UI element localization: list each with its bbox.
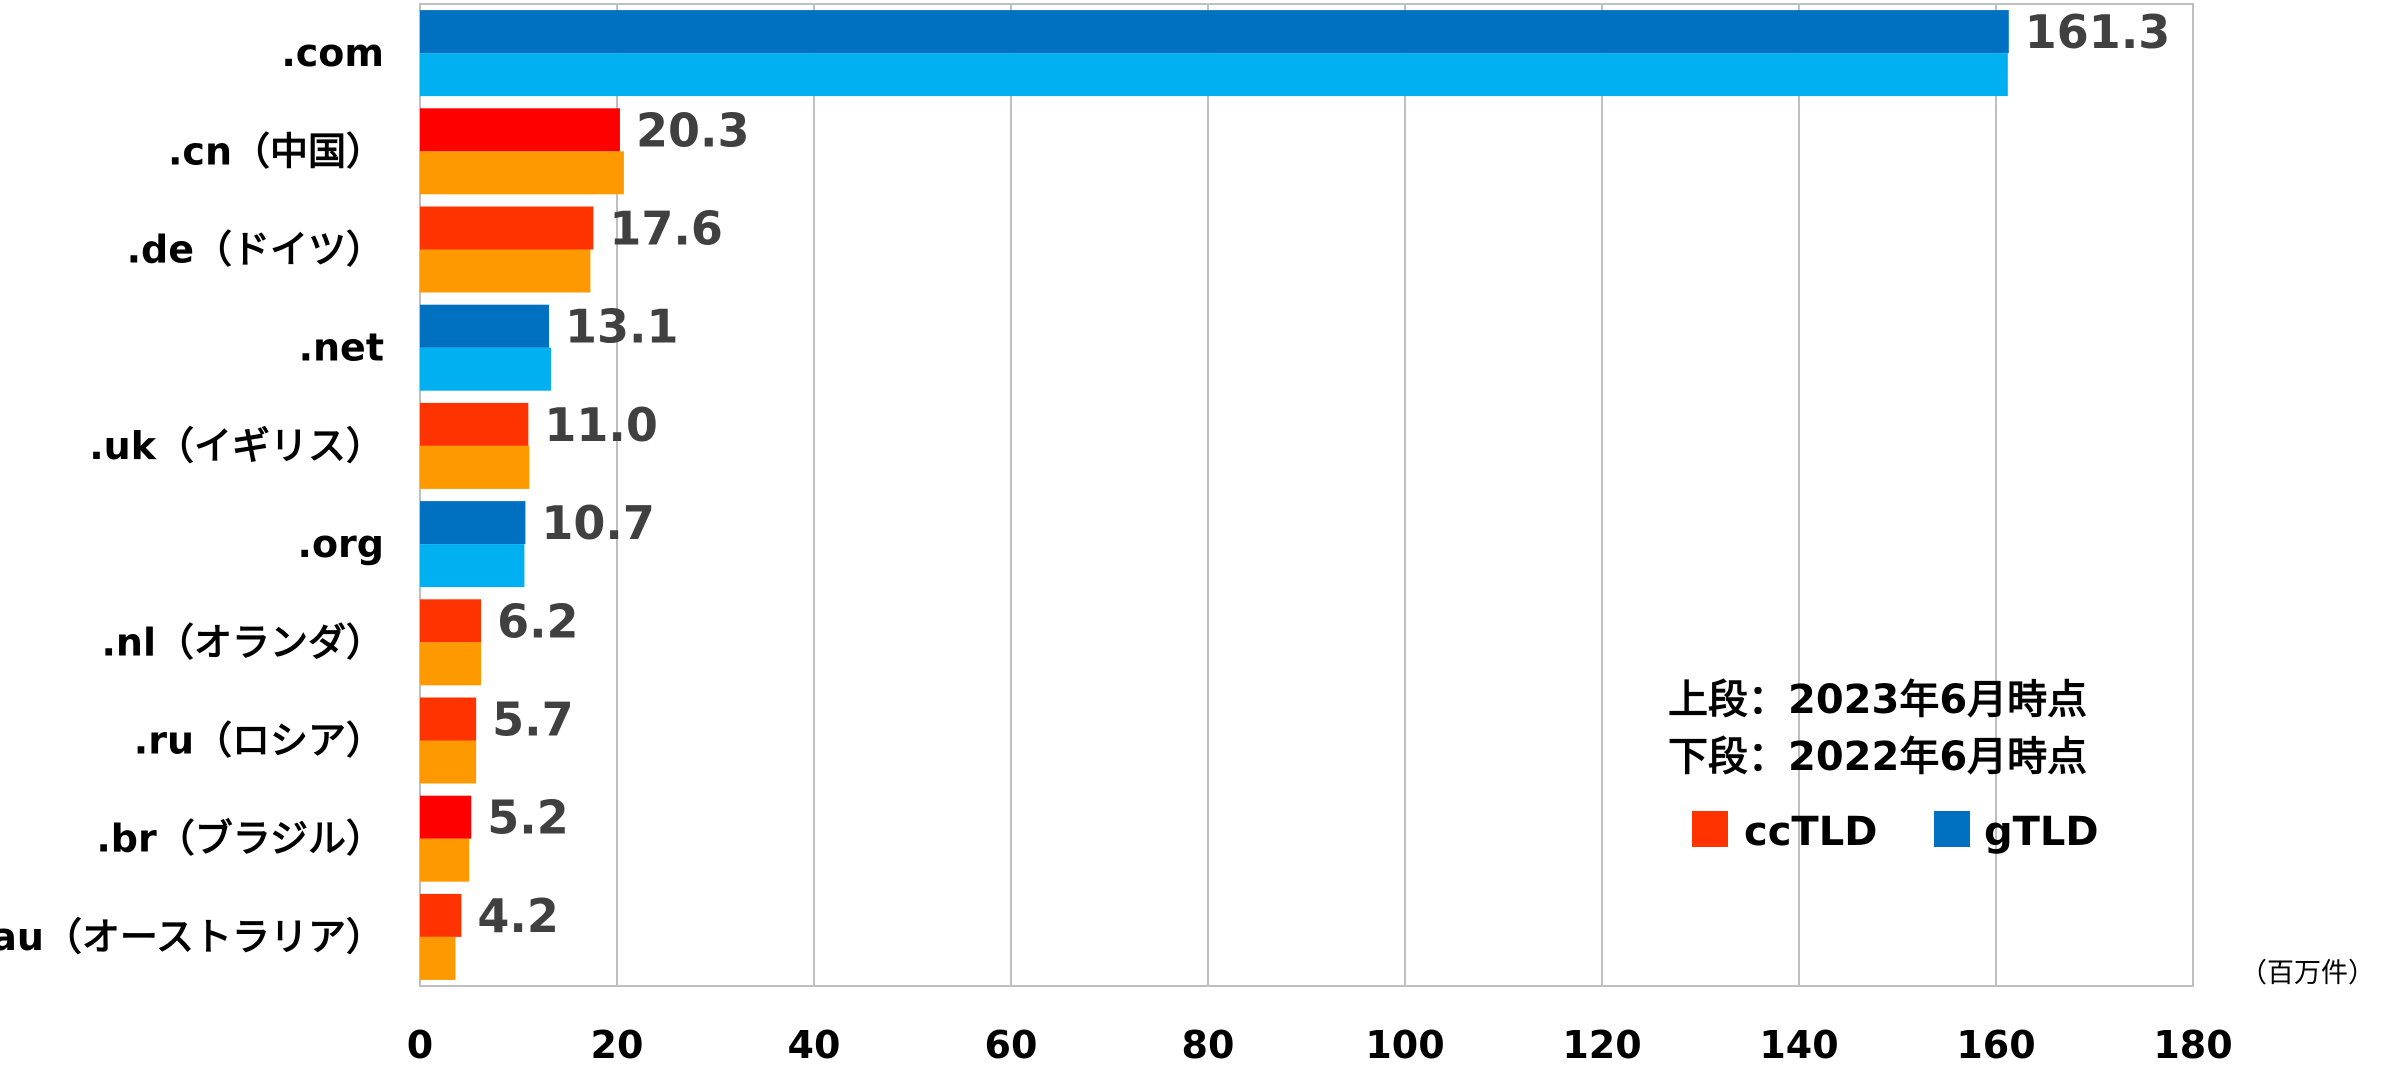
- value-label: 6.2: [497, 594, 579, 648]
- x-tick-label: 40: [788, 1023, 841, 1065]
- legend-note-2023: 上段：2023年6月時点: [1668, 677, 2087, 723]
- x-tick-label: 120: [1562, 1023, 1641, 1065]
- grid-lines: [419, 3, 2194, 987]
- category-label: .org: [298, 522, 384, 566]
- bars: [420, 10, 2009, 980]
- legend-label-gtld: gTLD: [1984, 809, 2099, 855]
- value-label: 10.7: [541, 496, 655, 550]
- legend-note-2022: 下段：2022年6月時点: [1668, 734, 2087, 780]
- bar-2023: [420, 206, 594, 250]
- value-labels: 161.3 20.3 17.6 13.1 11.0 10.7 6.2 5.7 5.2 4.2: [477, 5, 2170, 943]
- x-tick-label: 160: [1956, 1023, 2035, 1065]
- bar-2023: [420, 501, 526, 545]
- bar-2022: [420, 249, 591, 293]
- value-label: 17.6: [609, 202, 723, 256]
- category-label: .br（ブラジル）: [96, 817, 384, 861]
- value-label: 13.1: [565, 300, 679, 354]
- unit-label: （百万件）: [2240, 958, 2375, 989]
- bar-2022: [420, 936, 456, 980]
- value-label: 5.2: [487, 791, 568, 845]
- bar-2023: [420, 304, 550, 348]
- x-tick-label: 0: [407, 1023, 433, 1065]
- x-axis-ticks: 0 20 40 60 80 100 120 140 160 180: [407, 1023, 2233, 1065]
- legend: 上段：2023年6月時点 下段：2022年6月時点 ccTLD gTLD: [1668, 677, 2099, 855]
- value-label: 161.3: [2025, 5, 2171, 59]
- x-tick-label: 100: [1365, 1023, 1444, 1065]
- bar-2023: [420, 893, 462, 937]
- value-label: 20.3: [636, 103, 750, 157]
- category-label: .de（ドイツ）: [127, 228, 384, 272]
- category-label: .au（オーストラリア）: [0, 915, 384, 959]
- x-tick-label: 80: [1182, 1023, 1235, 1065]
- bar-2023: [420, 697, 477, 741]
- bar-2022: [420, 445, 530, 489]
- category-label: .uk（イギリス）: [89, 424, 384, 468]
- category-label: .ru（ロシア）: [134, 719, 384, 763]
- bar-2022: [420, 347, 552, 391]
- bar-2023: [420, 10, 2009, 54]
- legend-swatch-cctld: [1692, 811, 1728, 847]
- x-tick-label: 180: [2153, 1023, 2232, 1065]
- bar-2023: [420, 402, 529, 446]
- bar-2022: [420, 544, 525, 588]
- category-label: .cn（中国）: [168, 129, 384, 173]
- category-labels: .com .cn（中国） .de（ドイツ） .net .uk（イギリス） .org .nl（…: [0, 31, 384, 959]
- value-label: 4.2: [477, 889, 559, 943]
- value-label: 11.0: [544, 398, 658, 452]
- value-label: 5.7: [492, 693, 574, 747]
- x-tick-label: 60: [985, 1023, 1038, 1065]
- category-label: .net: [299, 326, 384, 370]
- bar-2022: [420, 53, 2008, 97]
- plot-frame: [419, 3, 2194, 987]
- bar-2022: [420, 151, 624, 195]
- x-tick-label: 140: [1759, 1023, 1838, 1065]
- bar-2023: [420, 108, 620, 152]
- bar-2022: [420, 740, 477, 784]
- bar-2023: [420, 599, 482, 643]
- bar-2022: [420, 838, 470, 882]
- legend-swatch-gtld: [1934, 811, 1970, 847]
- x-tick-label: 20: [591, 1023, 644, 1065]
- legend-label-cctld: ccTLD: [1744, 809, 1877, 855]
- category-label: .nl（オランダ）: [101, 620, 384, 664]
- category-label: .com: [281, 31, 384, 75]
- bar-2023: [420, 795, 472, 839]
- bar-2022: [420, 642, 482, 686]
